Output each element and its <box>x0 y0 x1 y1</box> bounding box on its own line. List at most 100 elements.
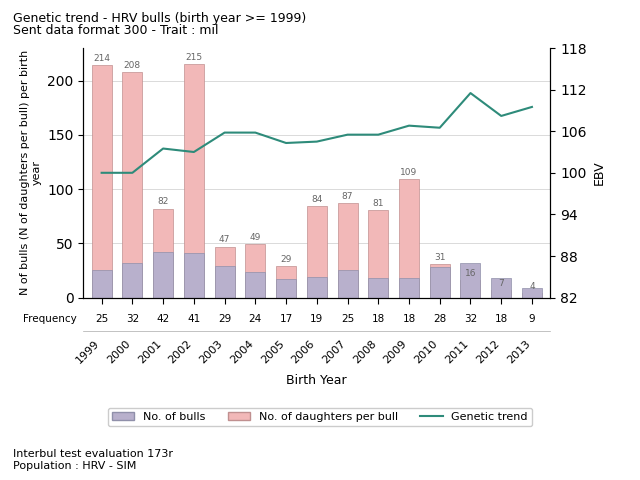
Text: 215: 215 <box>186 53 202 62</box>
Genetic trend <box>497 113 505 119</box>
Bar <box>184 253 204 298</box>
Genetic trend <box>313 139 321 144</box>
Text: 41: 41 <box>188 314 200 324</box>
Text: 18: 18 <box>403 314 415 324</box>
Text: 16: 16 <box>465 269 476 278</box>
Text: 32: 32 <box>464 314 477 324</box>
Bar <box>184 64 204 298</box>
Text: 28: 28 <box>433 314 446 324</box>
Text: 2006: 2006 <box>290 338 317 365</box>
Genetic trend <box>405 123 413 129</box>
Genetic trend <box>221 130 228 135</box>
Text: 19: 19 <box>310 314 323 324</box>
Text: 2000: 2000 <box>106 338 132 365</box>
Text: 2001: 2001 <box>136 338 163 365</box>
Text: 2004: 2004 <box>228 338 255 365</box>
Bar <box>245 272 266 298</box>
Bar <box>337 203 358 298</box>
Text: 87: 87 <box>342 192 353 201</box>
Bar <box>429 264 450 298</box>
Text: 2008: 2008 <box>351 338 378 365</box>
Text: 25: 25 <box>341 314 354 324</box>
Text: 32: 32 <box>125 314 139 324</box>
Text: 24: 24 <box>249 314 262 324</box>
Bar <box>399 278 419 298</box>
Genetic trend <box>159 145 167 151</box>
Text: 29: 29 <box>218 314 231 324</box>
Bar <box>276 266 296 298</box>
Text: 84: 84 <box>311 195 323 204</box>
Genetic trend <box>129 170 136 176</box>
Text: 1999: 1999 <box>74 338 102 366</box>
Bar <box>307 206 327 298</box>
Text: 214: 214 <box>93 54 110 63</box>
Text: 2010: 2010 <box>413 338 440 365</box>
Bar <box>429 267 450 298</box>
Text: 2007: 2007 <box>321 338 348 365</box>
Bar <box>153 209 173 298</box>
Text: 2013: 2013 <box>505 338 532 365</box>
Text: 25: 25 <box>95 314 108 324</box>
Text: 42: 42 <box>157 314 170 324</box>
Text: Genetic trend - HRV bulls (birth year >= 1999): Genetic trend - HRV bulls (birth year >=… <box>13 12 306 25</box>
Genetic trend <box>252 130 259 135</box>
Bar <box>122 263 142 298</box>
Bar <box>368 210 388 298</box>
Text: 2003: 2003 <box>198 338 225 365</box>
Text: 208: 208 <box>124 60 141 70</box>
Bar <box>461 280 481 298</box>
Genetic trend <box>190 149 198 155</box>
Text: 2011: 2011 <box>444 338 470 365</box>
Text: 17: 17 <box>280 314 292 324</box>
Bar <box>492 290 511 298</box>
Text: 47: 47 <box>219 235 230 244</box>
Line: Genetic trend: Genetic trend <box>102 93 532 173</box>
Y-axis label: EBV: EBV <box>592 160 605 185</box>
Bar <box>245 244 266 298</box>
Bar <box>522 288 542 298</box>
Bar <box>214 266 235 298</box>
Bar <box>214 247 235 298</box>
Text: 7: 7 <box>499 279 504 288</box>
Bar <box>153 252 173 298</box>
Text: Sent data format 300 - Trait : mil: Sent data format 300 - Trait : mil <box>13 24 218 37</box>
Text: 18: 18 <box>372 314 385 324</box>
Text: 29: 29 <box>280 255 292 264</box>
Bar <box>307 277 327 298</box>
Text: 2005: 2005 <box>259 338 286 365</box>
Text: Population : HRV - SIM: Population : HRV - SIM <box>13 461 136 471</box>
Y-axis label: N of bulls (N of daughters per bull) per birth
year: N of bulls (N of daughters per bull) per… <box>20 50 42 295</box>
Genetic trend <box>98 170 106 176</box>
Text: 2009: 2009 <box>382 338 409 365</box>
Text: 49: 49 <box>250 233 261 242</box>
Text: Birth Year: Birth Year <box>287 374 347 387</box>
Genetic trend <box>436 125 444 131</box>
Bar <box>122 72 142 298</box>
Text: 109: 109 <box>401 168 418 177</box>
Text: Interbul test evaluation 173r: Interbul test evaluation 173r <box>13 449 173 459</box>
Text: 18: 18 <box>495 314 508 324</box>
Text: Frequency: Frequency <box>23 314 77 324</box>
Bar <box>92 270 111 298</box>
Text: 2012: 2012 <box>474 338 501 365</box>
Bar <box>399 180 419 298</box>
Bar <box>276 279 296 298</box>
Bar <box>92 65 111 298</box>
Bar <box>522 293 542 298</box>
Bar <box>368 278 388 298</box>
Text: 31: 31 <box>434 253 445 262</box>
Genetic trend <box>467 90 474 96</box>
Bar <box>461 263 481 298</box>
Text: 4: 4 <box>529 282 535 291</box>
Text: 2002: 2002 <box>167 338 194 365</box>
Genetic trend <box>282 140 290 146</box>
Text: 82: 82 <box>157 197 169 206</box>
Genetic trend <box>374 132 382 138</box>
Genetic trend <box>344 132 351 138</box>
Legend: No. of bulls, No. of daughters per bull, Genetic trend: No. of bulls, No. of daughters per bull,… <box>108 408 532 426</box>
Bar <box>337 270 358 298</box>
Genetic trend <box>528 104 536 110</box>
Bar <box>492 278 511 298</box>
Text: 81: 81 <box>372 199 384 207</box>
Text: 9: 9 <box>529 314 535 324</box>
